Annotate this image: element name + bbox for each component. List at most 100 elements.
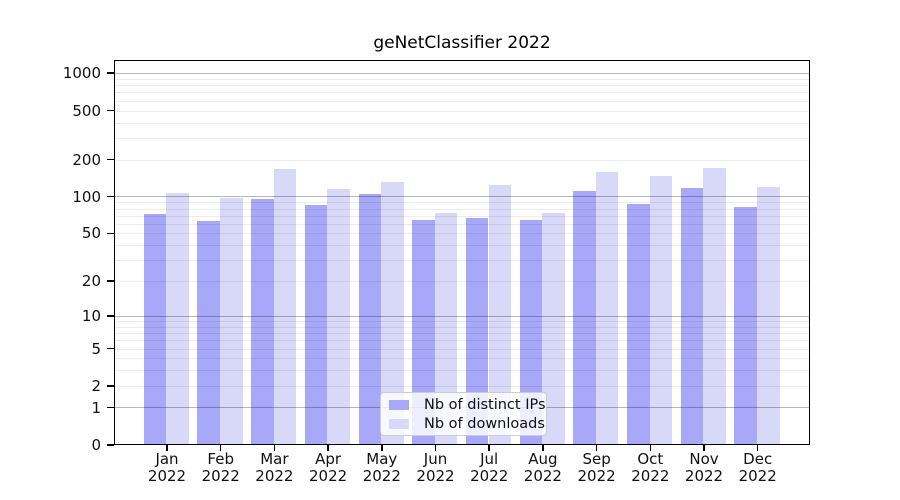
y-tick-label: 1000 [62, 64, 101, 83]
bar-distinct-ips-jun [412, 220, 435, 445]
bar-downloads-nov [703, 168, 726, 445]
y-tick-label: 2 [91, 376, 101, 395]
x-tick-label: Sep 2022 [562, 451, 632, 485]
y-tick-mark [107, 406, 114, 409]
x-tick-mark [595, 445, 598, 451]
x-tick-mark [542, 445, 544, 451]
x-tick-mark [273, 445, 276, 451]
bar-downloads-feb [220, 198, 243, 445]
y-tick-label: 200 [72, 150, 101, 169]
x-tick-label: Aug 2022 [508, 451, 578, 485]
bar-distinct-ips-apr [304, 205, 328, 445]
minor-gridline [114, 85, 810, 87]
x-tick-label: Nov 2022 [669, 451, 739, 485]
x-tick-mark [434, 445, 437, 451]
y-tick-label: 5 [91, 339, 101, 358]
y-tick-mark [107, 385, 114, 387]
y-tick-label: 50 [81, 224, 101, 243]
bar-distinct-ips-jul [465, 218, 489, 445]
legend-item-downloads: Nb of downloads [389, 416, 545, 432]
x-tick-label: Jun 2022 [401, 451, 471, 485]
x-tick-label: Oct 2022 [615, 451, 685, 485]
x-tick-mark [649, 445, 652, 451]
y-tick-label: 10 [81, 307, 101, 325]
bar-distinct-ips-jan [143, 214, 167, 445]
x-tick-year: 2022 [523, 467, 562, 485]
x-tick-year: 2022 [309, 467, 348, 485]
x-tick-month: Jun [423, 450, 448, 468]
y-tick-label: 0 [91, 436, 101, 454]
legend-label-downloads: Nb of downloads [424, 416, 545, 432]
y-tick-mark [107, 109, 114, 112]
bar-downloads-oct [649, 176, 673, 445]
x-tick-label: Dec 2022 [723, 451, 793, 485]
plot-area: Nb of distinct IPs Nb of downloads [114, 60, 810, 445]
bar-downloads-apr [327, 189, 350, 445]
x-tick-year: 2022 [470, 467, 509, 485]
bar-distinct-ips-aug [519, 219, 543, 445]
bar-downloads-may [381, 181, 404, 445]
x-tick-label: Jul 2022 [454, 451, 524, 485]
legend-label-distinct-ips: Nb of distinct IPs [424, 397, 546, 413]
legend-item-distinct-ips: Nb of distinct IPs [389, 397, 546, 413]
x-tick-month: Feb [207, 450, 234, 468]
x-tick-mark [327, 445, 329, 451]
bar-distinct-ips-sep [573, 190, 596, 445]
x-tick-label: Jan 2022 [132, 451, 202, 485]
y-tick-mark [107, 280, 114, 282]
minor-gridline [114, 78, 810, 80]
bar-distinct-ips-feb [197, 221, 220, 445]
x-tick-month: Jan [155, 450, 179, 468]
x-tick-mark [703, 445, 705, 451]
bar-downloads-dec [757, 186, 780, 445]
bar-distinct-ips-nov [680, 188, 704, 445]
bar-downloads-mar [273, 169, 297, 445]
x-tick-month: May [366, 450, 398, 468]
y-tick-mark [107, 232, 114, 235]
legend-swatch-downloads [389, 419, 409, 429]
major-gridline [114, 72, 810, 74]
minor-gridline [114, 110, 810, 112]
bar-downloads-jun [434, 212, 458, 445]
y-tick-mark [107, 72, 114, 74]
bar-distinct-ips-oct [627, 203, 650, 445]
bar-distinct-ips-dec [734, 206, 757, 445]
x-tick-month: Oct [637, 450, 664, 468]
bar-distinct-ips-may [358, 194, 382, 445]
x-tick-year: 2022 [738, 467, 777, 485]
x-tick-year: 2022 [631, 467, 670, 485]
x-tick-mark [166, 445, 168, 451]
minor-gridline [114, 137, 810, 139]
x-tick-label: Apr 2022 [293, 451, 363, 485]
x-tick-mark [756, 445, 759, 451]
x-tick-year: 2022 [147, 467, 187, 485]
x-tick-year: 2022 [362, 467, 401, 485]
minor-gridline [114, 92, 810, 94]
x-tick-month: Nov [689, 450, 719, 468]
x-tick-mark [219, 445, 222, 451]
chart-title: geNetClassifier 2022 [373, 33, 551, 53]
y-tick-mark [107, 347, 114, 350]
x-tick-label: Feb 2022 [186, 451, 256, 485]
bar-downloads-aug [542, 212, 565, 445]
y-tick-mark [107, 315, 114, 317]
legend-swatch-distinct-ips [389, 400, 409, 410]
x-tick-month: Mar [260, 450, 289, 468]
x-tick-month: Aug [528, 450, 558, 468]
x-tick-month: Sep [582, 450, 611, 468]
x-tick-year: 2022 [416, 467, 455, 485]
x-tick-month: Apr [315, 450, 342, 468]
y-tick-mark [107, 158, 114, 161]
bar-distinct-ips-mar [251, 199, 274, 445]
bar-downloads-jan [166, 192, 189, 445]
y-tick-label: 100 [72, 187, 101, 206]
x-tick-mark [381, 445, 383, 451]
minor-gridline [114, 159, 810, 161]
x-tick-month: Jul [480, 450, 499, 468]
y-tick-mark [107, 444, 114, 446]
y-tick-label: 20 [81, 272, 101, 291]
x-tick-year: 2022 [577, 467, 616, 485]
x-tick-month: Dec [743, 450, 773, 468]
minor-gridline [114, 100, 810, 102]
x-tick-year: 2022 [684, 467, 724, 485]
